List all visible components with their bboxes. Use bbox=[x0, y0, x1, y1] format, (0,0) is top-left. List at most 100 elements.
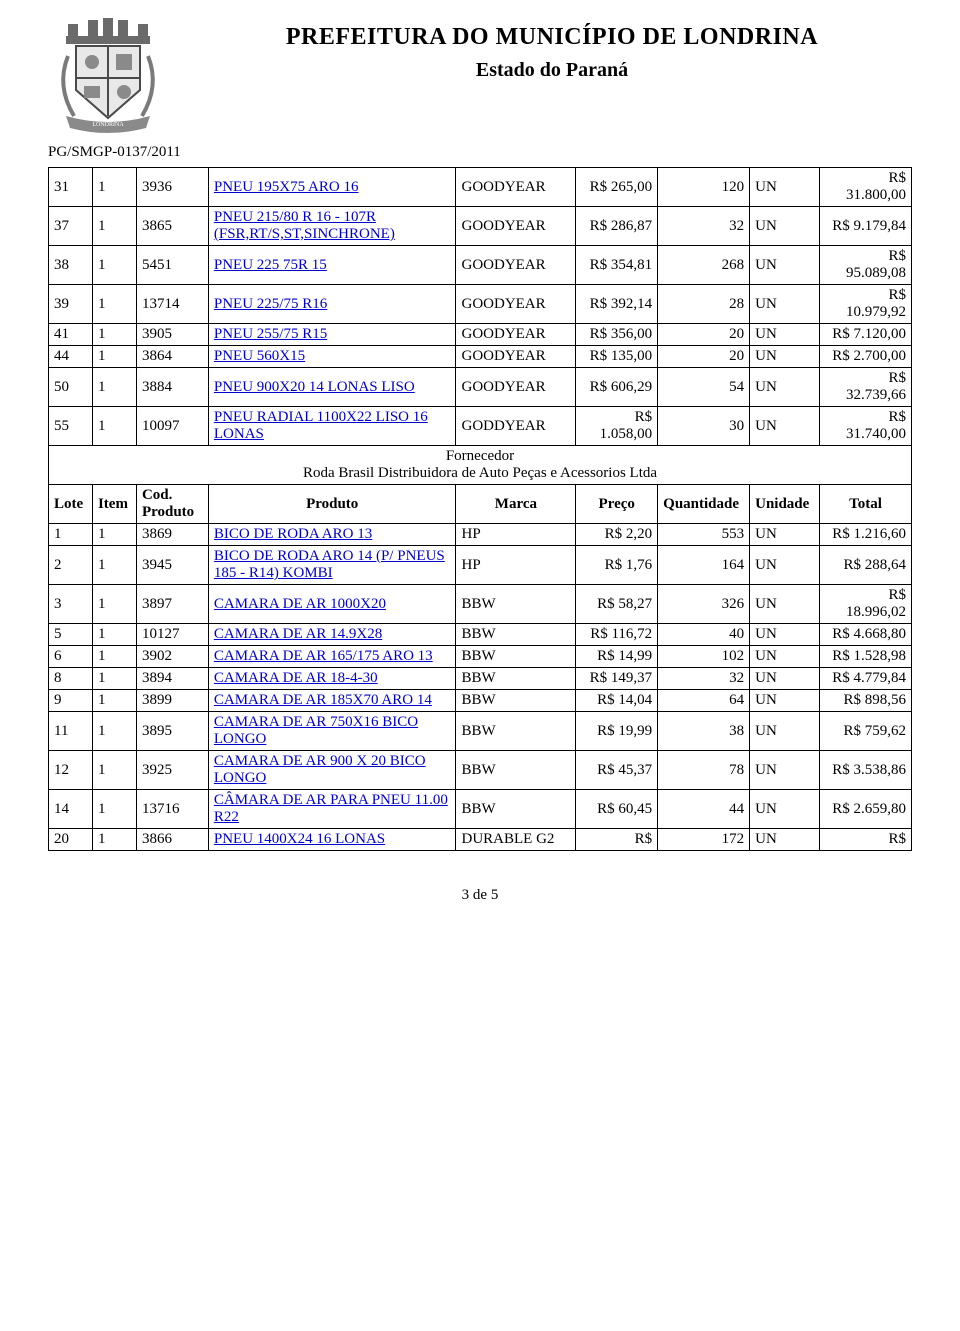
table-cell: R$ 60,45 bbox=[576, 790, 658, 829]
table-cell: 5 bbox=[49, 624, 93, 646]
table-cell: BBW bbox=[456, 585, 576, 624]
table-cell: R$ 354,81 bbox=[576, 246, 658, 285]
table-cell: GOODYEAR bbox=[456, 285, 576, 324]
table-cell: UN bbox=[750, 546, 820, 585]
table-cell: GOODYEAR bbox=[456, 346, 576, 368]
product-link[interactable]: CAMARA DE AR 1000X20 bbox=[214, 596, 386, 612]
table-cell: 3936 bbox=[136, 168, 208, 207]
column-header-row: Lote Item Cod. Produto Produto Marca Pre… bbox=[49, 485, 912, 524]
table-cell: R$ 14,99 bbox=[576, 646, 658, 668]
table-cell: 1 bbox=[92, 624, 136, 646]
product-link[interactable]: CAMARA DE AR 750X16 BICO LONGO bbox=[214, 714, 418, 747]
product-link[interactable]: CAMARA DE AR 165/175 ARO 13 bbox=[214, 648, 433, 664]
table-cell: BBW bbox=[456, 712, 576, 751]
page-subtitle: Estado do Paraná bbox=[192, 59, 912, 82]
table-cell: 20 bbox=[658, 324, 750, 346]
table-row: 1113895CAMARA DE AR 750X16 BICO LONGOBBW… bbox=[49, 712, 912, 751]
table-cell: 31 bbox=[49, 168, 93, 207]
table-cell: PNEU 215/80 R 16 - 107R (FSR,RT/S,ST,SIN… bbox=[208, 207, 456, 246]
product-link[interactable]: PNEU 195X75 ARO 16 bbox=[214, 179, 359, 195]
table-cell: 32 bbox=[658, 207, 750, 246]
table-cell: R$ 356,00 bbox=[576, 324, 658, 346]
table-cell: 3894 bbox=[136, 668, 208, 690]
table-cell: 1 bbox=[92, 546, 136, 585]
table-cell: GODDYEAR bbox=[456, 407, 576, 446]
table-cell: 78 bbox=[658, 751, 750, 790]
table-cell: UN bbox=[750, 829, 820, 851]
table-cell: 1 bbox=[92, 524, 136, 546]
table-cell: 1 bbox=[92, 346, 136, 368]
table-cell: 32 bbox=[658, 668, 750, 690]
product-link[interactable]: PNEU 560X15 bbox=[214, 348, 305, 364]
product-link[interactable]: CÂMARA DE AR PARA PNEU 11.00 R22 bbox=[214, 792, 448, 825]
table-cell: 3905 bbox=[136, 324, 208, 346]
table-cell: 6 bbox=[49, 646, 93, 668]
table-cell: 1 bbox=[92, 668, 136, 690]
table-cell: R$ 14,04 bbox=[576, 690, 658, 712]
col-item: Item bbox=[92, 485, 136, 524]
table-cell: R$ 116,72 bbox=[576, 624, 658, 646]
product-link[interactable]: PNEU 1400X24 16 LONAS bbox=[214, 831, 385, 847]
product-link[interactable]: CAMARA DE AR 185X70 ARO 14 bbox=[214, 692, 432, 708]
table-cell: 1 bbox=[92, 585, 136, 624]
table-cell: R$ 2.700,00 bbox=[820, 346, 912, 368]
table-cell: BBW bbox=[456, 668, 576, 690]
table-cell: 8 bbox=[49, 668, 93, 690]
table-cell: 102 bbox=[658, 646, 750, 668]
table-cell: 3869 bbox=[136, 524, 208, 546]
table-cell: 1 bbox=[92, 207, 136, 246]
col-preco: Preço bbox=[576, 485, 658, 524]
product-link[interactable]: CAMARA DE AR 900 X 20 BICO LONGO bbox=[214, 753, 426, 786]
table-cell: R$ 3.538,86 bbox=[820, 751, 912, 790]
table-cell: 553 bbox=[658, 524, 750, 546]
table-cell: 41 bbox=[49, 324, 93, 346]
table-cell: 44 bbox=[49, 346, 93, 368]
table-cell: 1 bbox=[92, 168, 136, 207]
page-header: LONDRINA PREFEITURA DO MUNICÍPIO DE LOND… bbox=[48, 16, 912, 136]
table-cell: 38 bbox=[658, 712, 750, 751]
product-link[interactable]: PNEU 225/75 R16 bbox=[214, 296, 327, 312]
col-lote: Lote bbox=[49, 485, 93, 524]
table-cell: CÂMARA DE AR PARA PNEU 11.00 R22 bbox=[208, 790, 456, 829]
product-link[interactable]: PNEU 900X20 14 LONAS LISO bbox=[214, 379, 415, 395]
table-cell: 1 bbox=[92, 751, 136, 790]
table-cell: UN bbox=[750, 646, 820, 668]
table-cell: 55 bbox=[49, 407, 93, 446]
table-cell: 44 bbox=[658, 790, 750, 829]
table-cell: 3925 bbox=[136, 751, 208, 790]
table-row: 1213925CAMARA DE AR 900 X 20 BICO LONGOB… bbox=[49, 751, 912, 790]
table-cell: GOODYEAR bbox=[456, 168, 576, 207]
table-cell: 1 bbox=[49, 524, 93, 546]
table-row: 39113714PNEU 225/75 R16GOODYEARR$ 392,14… bbox=[49, 285, 912, 324]
page: LONDRINA PREFEITURA DO MUNICÍPIO DE LOND… bbox=[0, 0, 960, 928]
product-link[interactable]: PNEU 255/75 R15 bbox=[214, 326, 327, 342]
product-link[interactable]: PNEU 225 75R 15 bbox=[214, 257, 327, 273]
table-cell: 326 bbox=[658, 585, 750, 624]
table-cell: UN bbox=[750, 790, 820, 829]
table-cell: 1 bbox=[92, 246, 136, 285]
product-link[interactable]: BICO DE RODA ARO 13 bbox=[214, 526, 372, 542]
product-link[interactable]: BICO DE RODA ARO 14 (P/ PNEUS 185 - R14)… bbox=[214, 548, 445, 581]
table-row: 613902CAMARA DE AR 165/175 ARO 13BBWR$ 1… bbox=[49, 646, 912, 668]
table-cell: UN bbox=[750, 168, 820, 207]
table-cell: CAMARA DE AR 185X70 ARO 14 bbox=[208, 690, 456, 712]
table-cell: R$ 95.089,08 bbox=[820, 246, 912, 285]
table-cell: GOODYEAR bbox=[456, 324, 576, 346]
table-cell: R$ 1.058,00 bbox=[576, 407, 658, 446]
table-cell: CAMARA DE AR 14.9X28 bbox=[208, 624, 456, 646]
table-cell: UN bbox=[750, 346, 820, 368]
table-cell: R$ 19,99 bbox=[576, 712, 658, 751]
table-cell: 1 bbox=[92, 790, 136, 829]
table-cell: 11 bbox=[49, 712, 93, 751]
col-un: Unidade bbox=[750, 485, 820, 524]
table-row: 4113905PNEU 255/75 R15GOODYEARR$ 356,002… bbox=[49, 324, 912, 346]
table-cell: UN bbox=[750, 690, 820, 712]
table-cell: R$ 2.659,80 bbox=[820, 790, 912, 829]
product-link[interactable]: PNEU RADIAL 1100X22 LISO 16 LONAS bbox=[214, 409, 428, 442]
table-cell: 5451 bbox=[136, 246, 208, 285]
product-link[interactable]: CAMARA DE AR 18-4-30 bbox=[214, 670, 378, 686]
supplier-name: Roda Brasil Distribuidora de Auto Peças … bbox=[54, 465, 906, 482]
product-link[interactable]: PNEU 215/80 R 16 - 107R (FSR,RT/S,ST,SIN… bbox=[214, 209, 395, 242]
product-link[interactable]: CAMARA DE AR 14.9X28 bbox=[214, 626, 382, 642]
table-cell: 30 bbox=[658, 407, 750, 446]
